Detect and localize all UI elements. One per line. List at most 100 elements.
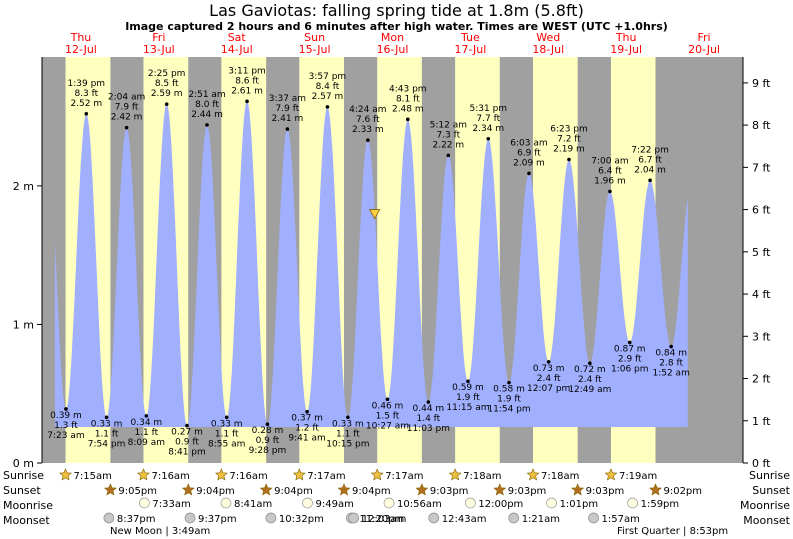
high-tide-label: 2.09 m: [513, 158, 545, 168]
day-date: 17-Jul: [454, 43, 486, 56]
right-tick-label: 4 ft: [752, 288, 771, 301]
sunset-time: 9:04pm: [274, 486, 313, 497]
moonrise-icon: [302, 497, 313, 509]
day-name: Thu: [70, 31, 92, 44]
axes: 0 m 1 m 2 m 0 ft 1 ft 2 ft 3 ft 4 ft 5 ft 6 ft 7 f…: [13, 57, 771, 470]
high-tide-label: 2.04 m: [634, 165, 666, 175]
sunrise-time: 7:17am: [385, 471, 423, 482]
low-tide-label: 1.9 ft: [456, 393, 480, 403]
sunset-row-label-right: Sunset: [752, 484, 790, 497]
high-tide-label: 2.42 m: [111, 113, 143, 123]
right-tick-label: 0 ft: [752, 457, 771, 470]
low-tide-label: 11:03 pm: [407, 424, 450, 434]
low-tide-label: 11:54 pm: [487, 405, 530, 415]
low-tide-label: 12:07 pm: [527, 384, 570, 394]
high-tide-label: 3:11 pm: [228, 66, 266, 76]
low-tide-label: 0.46 m: [372, 401, 404, 411]
low-tide-label: 10:15 pm: [326, 439, 369, 449]
chart-title: Las Gaviotas: falling spring tide at 1.8…: [209, 1, 584, 20]
low-tide-label: 8:41 pm: [168, 448, 206, 458]
sunset-icon: [571, 483, 585, 496]
moonset-time: 9:37pm: [198, 514, 237, 525]
right-tick-label: 1 ft: [752, 415, 771, 428]
moonset-time: 1:57am: [602, 514, 640, 525]
low-tide-label: 7:23 am: [47, 431, 84, 441]
moonrise-time: 1:01pm: [560, 499, 599, 510]
low-tide-label: 1.3 ft: [54, 421, 78, 431]
day-name: Sun: [304, 31, 325, 44]
high-tide-label: 2:51 am: [188, 90, 225, 100]
high-tide-label: 3:37 am: [269, 94, 306, 104]
low-tide-label: 0.33 m: [91, 419, 123, 429]
sunrise-time: 7:18am: [463, 471, 501, 482]
right-tick-label: 2 ft: [752, 373, 771, 386]
moonset-icon: [184, 512, 196, 524]
low-tide-label: 9:28 pm: [249, 446, 287, 456]
tide-point: [406, 117, 410, 122]
sunset-icon: [337, 483, 351, 496]
low-tide-label: 1.9 ft: [497, 395, 521, 405]
moonrise-icon: [383, 497, 395, 509]
tide-point: [588, 361, 592, 366]
right-tick-label: 3 ft: [752, 330, 771, 343]
sunrise-time: 7:19am: [619, 471, 657, 482]
tide-point: [245, 99, 249, 104]
low-tide-label: 1.2 ft: [295, 424, 319, 434]
sunset-icon: [103, 483, 117, 496]
tide-point: [84, 112, 89, 116]
low-tide-label: 0.37 m: [291, 414, 323, 424]
moonset-icon: [265, 512, 277, 524]
tide-point: [285, 127, 290, 131]
low-tide-label: 12:49 am: [568, 385, 611, 395]
high-tide-label: 7.3 ft: [436, 130, 460, 140]
low-tide-label: 0.84 m: [655, 349, 687, 359]
high-tide-label: 2.57 m: [312, 92, 344, 102]
sunset-time: 9:02pm: [663, 486, 702, 497]
tide-point: [224, 415, 229, 420]
day-date: 20-Jul: [688, 43, 720, 56]
low-tide-label: 1.5 ft: [376, 411, 400, 421]
low-tide-label: 1.1 ft: [336, 429, 360, 439]
moonset-time: 12:43am: [442, 514, 487, 525]
tide-point: [205, 123, 209, 127]
high-tide-label: 6.4 ft: [598, 166, 622, 176]
day-date: 16-Jul: [377, 43, 409, 56]
tide-point: [567, 157, 571, 162]
tide-point: [426, 400, 431, 404]
high-tide-label: 6:03 am: [510, 138, 547, 148]
sunrise-icon: [448, 468, 462, 481]
sunset-time: 9:04pm: [352, 486, 391, 497]
low-tide-label: 2.9 ft: [618, 354, 642, 364]
sunrise-icon: [526, 468, 540, 481]
sunset-time: 9:04pm: [196, 486, 235, 497]
high-tide-label: 8.0 ft: [195, 100, 219, 110]
tide-point: [164, 102, 169, 106]
high-tide-label: 2.52 m: [70, 99, 102, 109]
high-tide-label: 2.33 m: [352, 125, 384, 135]
day-name: Mon: [381, 31, 404, 44]
tide-point: [466, 379, 470, 384]
low-tide-label: 1:06 pm: [611, 364, 649, 374]
high-tide-label: 1:39 pm: [68, 79, 106, 89]
high-tide-label: 8.6 ft: [235, 76, 259, 86]
low-tide-label: 0.33 m: [211, 419, 243, 429]
high-tide-label: 5:31 pm: [470, 104, 508, 114]
low-tide-label: 0.9 ft: [256, 436, 280, 446]
high-tide-label: 8.3 ft: [74, 89, 98, 99]
high-tide-label: 7.6 ft: [356, 115, 380, 125]
moonset-icon: [348, 512, 360, 524]
low-tide-label: 0.58 m: [493, 385, 525, 395]
high-tide-label: 3:57 pm: [309, 72, 347, 82]
low-tide-label: 0.44 m: [413, 404, 445, 414]
moonset-icon: [508, 512, 520, 524]
moonset-time: 1:21am: [522, 514, 560, 525]
high-tide-label: 6:23 pm: [550, 125, 588, 135]
moonset-time: 12:03am: [362, 514, 407, 525]
astro-rows: 7:15am 9:05pm 8:37pm 7:16am 9:04pm 7:33am 9:37…: [59, 468, 702, 525]
moonset-time: 10:32pm: [279, 514, 324, 525]
moonrise-icon: [139, 497, 150, 509]
day-date: 12-Jul: [65, 43, 97, 56]
high-tide-label: 2:04 am: [108, 93, 145, 103]
tide-point: [104, 415, 109, 420]
low-tide-label: 8:55 am: [208, 439, 245, 449]
